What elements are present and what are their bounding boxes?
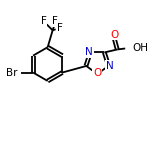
Text: Br: Br (6, 67, 17, 78)
Text: O: O (110, 30, 118, 40)
Text: F: F (41, 16, 47, 26)
Text: O: O (93, 68, 102, 78)
Text: OH: OH (132, 43, 148, 54)
Text: F: F (57, 23, 62, 33)
Text: N: N (106, 61, 114, 71)
Text: N: N (85, 47, 93, 57)
Text: F: F (52, 16, 58, 26)
